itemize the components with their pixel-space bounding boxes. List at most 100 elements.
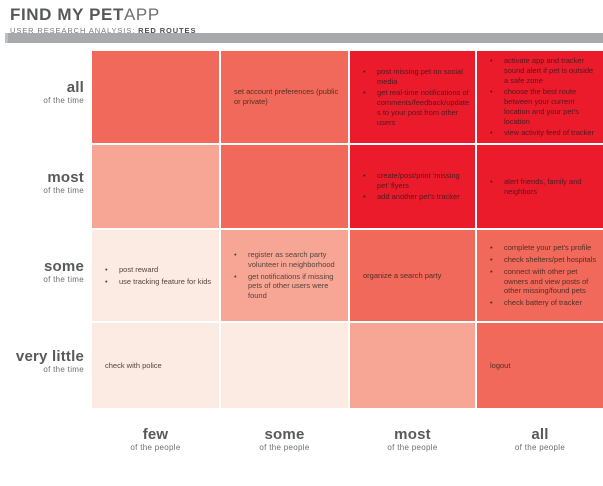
y-axis-label-text: some: [44, 257, 84, 275]
cell-item-text: choose the best route between your curre…: [504, 87, 579, 126]
cell-bullet-item: • register as search party volunteer in n…: [234, 250, 343, 270]
header: FIND MY PETAPP USER RESEARCH ANALYSIS: R…: [10, 5, 196, 35]
y-axis-label-some: some of the time: [0, 257, 84, 293]
cell-item-text: post reward: [119, 264, 159, 274]
matrix-cell-very-time-few-people: check with police: [92, 323, 219, 408]
cell-item-text: get notifications if missing pets of oth…: [248, 271, 334, 301]
matrix-grid: set account preferences (public or priva…: [92, 51, 603, 408]
cell-bullet-item: • create/post/print 'missing pet' flyers: [363, 171, 470, 191]
bullet-icon: •: [234, 250, 237, 260]
bullet-icon: •: [490, 298, 493, 307]
cell-item-text: post missing pet on social media: [377, 66, 463, 86]
cell-item-text: check shelters/pet hospitals: [504, 255, 597, 264]
cell-item-text: view activity feed of tracker: [504, 128, 595, 138]
matrix-cell-most-time-most-people: • create/post/print 'missing pet' flyers •…: [350, 145, 475, 228]
cell-item-text: connect with other pet owners and view p…: [504, 266, 589, 296]
matrix-cell-all-time-most-people: • post missing pet on social media • get re…: [350, 51, 475, 143]
cell-bullet-item: • activate app and tracker sound alert if…: [490, 56, 598, 85]
cell-bullet-item: • use tracking feature for kids: [105, 277, 214, 287]
page-subtitle: USER RESEARCH ANALYSIS: RED ROUTES: [10, 26, 196, 35]
cell-text: organize a search party: [363, 270, 442, 280]
x-axis-sublabel: of the people: [130, 443, 181, 452]
cell-item-text: get real-time notifications of comments/…: [377, 88, 470, 127]
cell-bullet-item: • get real-time notifications of comments…: [363, 88, 470, 127]
cell-bullet-item: • post missing pet on social media: [363, 67, 470, 87]
matrix-cell-very-time-some-people: [221, 323, 348, 408]
y-axis-sublabel: of the time: [43, 185, 84, 195]
bullet-icon: •: [105, 276, 108, 286]
matrix-cell-very-time-all-people: logout: [477, 323, 603, 408]
y-axis-labels: all of the time most of the time some of…: [0, 51, 84, 408]
page-title: FIND MY PETAPP: [10, 5, 196, 24]
matrix-cell-all-time-all-people: • activate app and tracker sound alert if…: [477, 51, 603, 143]
cell-item-text: register as search party volunteer in ne…: [248, 250, 335, 269]
y-axis-sublabel: of the time: [43, 274, 84, 284]
bullet-icon: •: [363, 66, 366, 76]
page-title-suffix: APP: [123, 5, 160, 24]
matrix-cell-very-time-most-people: [350, 323, 475, 408]
bullet-icon: •: [490, 266, 493, 276]
x-axis-label-text: all: [531, 426, 549, 443]
y-axis-label-text: all: [66, 79, 84, 96]
y-axis-label-most: most of the time: [0, 168, 84, 204]
x-axis-label-text: some: [264, 426, 305, 443]
x-axis-label-few: few of the people: [92, 427, 219, 453]
cell-bullet-item: • view activity feed of tracker: [490, 128, 598, 138]
bullet-icon: •: [490, 128, 493, 138]
bullet-icon: •: [490, 176, 493, 186]
cell-bullet-item: • complete your pet's profile: [490, 243, 598, 253]
x-axis-label-text: few: [142, 426, 169, 443]
x-axis-labels: few of the people some of the people mos…: [92, 427, 603, 453]
matrix-cell-most-time-few-people: [92, 145, 219, 228]
y-axis-label-text: most: [47, 168, 84, 186]
cell-item-text: check battery of tracker: [504, 298, 582, 307]
cell-text: check with police: [105, 360, 162, 370]
cell-item-text: create/post/print 'missing pet' flyers: [377, 170, 460, 190]
page-subtitle-bold: RED ROUTES: [138, 26, 197, 35]
matrix-cell-all-time-some-people: set account preferences (public or priva…: [221, 51, 348, 143]
bullet-icon: •: [363, 170, 366, 180]
matrix-cell-some-time-few-people: • post reward • use tracking feature for ki…: [92, 230, 219, 321]
matrix-cell-most-time-all-people: • alert friends, family and neighbors: [477, 145, 603, 228]
cell-bullet-item: • get notifications if missing pets of ot…: [234, 272, 343, 301]
cell-bullet-item: • alert friends, family and neighbors: [490, 177, 598, 197]
bullet-icon: •: [105, 264, 108, 274]
x-axis-sublabel: of the people: [387, 443, 438, 452]
matrix-cell-all-time-few-people: [92, 51, 219, 143]
bullet-icon: •: [363, 88, 366, 98]
x-axis-label-some: some of the people: [221, 427, 348, 453]
bullet-icon: •: [490, 56, 493, 65]
page-subtitle-prefix: USER RESEARCH ANALYSIS:: [10, 26, 139, 35]
cell-bullet-item: • check battery of tracker: [490, 298, 598, 308]
x-axis-label-all: all of the people: [477, 427, 603, 453]
bullet-icon: •: [363, 192, 366, 202]
cell-bullet-item: • add another pet's tracker: [363, 192, 470, 202]
y-axis-sublabel: of the time: [43, 364, 84, 374]
cell-item-text: add another pet's tracker: [377, 192, 460, 202]
x-axis-label-most: most of the people: [350, 427, 475, 453]
y-axis-sublabel: of the time: [43, 96, 84, 105]
x-axis-label-text: most: [394, 426, 431, 443]
page-title-main: FIND MY PET: [10, 5, 124, 24]
cell-text: set account preferences (public or priva…: [234, 87, 339, 106]
divider-bar: [5, 33, 603, 43]
y-axis-label-very-little: very little of the time: [0, 347, 84, 383]
y-axis-label-all: all of the time: [0, 80, 84, 114]
cell-text: logout: [490, 360, 511, 370]
cell-item-text: activate app and tracker sound alert if …: [504, 56, 594, 85]
matrix-cell-most-time-some-people: [221, 145, 348, 228]
cell-item-text: use tracking feature for kids: [119, 276, 212, 286]
matrix-cell-some-time-most-people: organize a search party: [350, 230, 475, 321]
bullet-icon: •: [490, 255, 493, 264]
y-axis-label-text: very little: [15, 347, 84, 365]
bullet-icon: •: [234, 271, 237, 281]
cell-item-text: complete your pet's profile: [504, 243, 592, 253]
cell-bullet-item: • connect with other pet owners and view …: [490, 267, 598, 296]
cell-bullet-item: • check shelters/pet hospitals: [490, 255, 598, 265]
matrix-cell-some-time-some-people: • register as search party volunteer in n…: [221, 230, 348, 321]
bullet-icon: •: [490, 243, 493, 253]
x-axis-sublabel: of the people: [514, 443, 566, 452]
x-axis-sublabel: of the people: [259, 443, 310, 452]
matrix-cell-some-time-all-people: • complete your pet's profile • check shelt…: [477, 230, 603, 321]
